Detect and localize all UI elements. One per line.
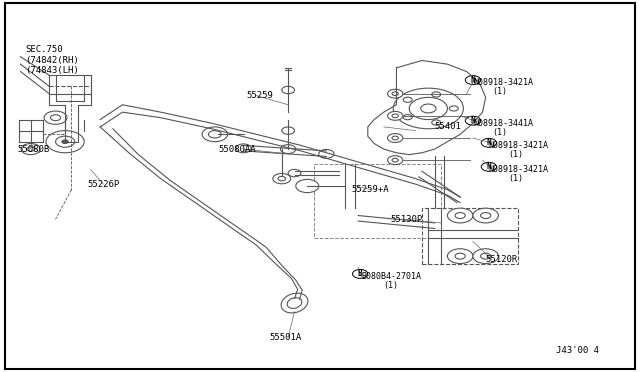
Circle shape (278, 176, 285, 181)
Text: B080B4-2701A: B080B4-2701A (362, 272, 421, 281)
Circle shape (465, 76, 481, 84)
Circle shape (449, 106, 458, 111)
Text: 55080B: 55080B (17, 145, 49, 154)
Circle shape (392, 114, 398, 118)
Circle shape (21, 144, 40, 155)
Circle shape (27, 147, 35, 151)
Text: N: N (470, 116, 476, 125)
Circle shape (481, 138, 497, 147)
Text: (1): (1) (492, 87, 507, 96)
Text: 55120R: 55120R (486, 255, 518, 264)
Text: 55080AA: 55080AA (218, 145, 255, 154)
Circle shape (51, 115, 61, 121)
Circle shape (403, 97, 412, 102)
Circle shape (388, 156, 403, 164)
Circle shape (447, 249, 473, 263)
Text: 55259: 55259 (246, 91, 273, 100)
Circle shape (481, 253, 491, 259)
Circle shape (447, 208, 473, 223)
Circle shape (455, 212, 465, 218)
Circle shape (392, 136, 398, 140)
Circle shape (273, 173, 291, 184)
Circle shape (420, 104, 436, 113)
Circle shape (44, 111, 67, 124)
Circle shape (392, 92, 398, 96)
Text: (1): (1) (384, 281, 399, 290)
Text: N: N (486, 162, 491, 171)
Ellipse shape (287, 298, 302, 308)
Bar (314, 164, 441, 238)
Circle shape (473, 249, 499, 263)
Circle shape (319, 150, 334, 158)
Circle shape (481, 212, 491, 218)
Text: (1): (1) (508, 150, 523, 159)
Circle shape (432, 120, 441, 125)
Circle shape (296, 179, 319, 193)
Circle shape (62, 140, 68, 144)
Bar (422, 208, 518, 263)
Circle shape (209, 131, 221, 138)
Text: 55130P: 55130P (390, 215, 422, 224)
Circle shape (473, 208, 499, 223)
Circle shape (46, 131, 84, 153)
Text: (1): (1) (508, 174, 523, 183)
Text: N08918-3441A: N08918-3441A (473, 119, 533, 128)
Circle shape (388, 134, 403, 142)
Circle shape (236, 144, 251, 153)
Text: 55226P: 55226P (88, 180, 120, 189)
Text: N08918-3421A: N08918-3421A (489, 141, 549, 150)
Circle shape (409, 97, 447, 119)
Circle shape (353, 269, 368, 278)
Circle shape (388, 89, 403, 98)
Text: 55259+A: 55259+A (352, 185, 390, 194)
Text: SEC.750: SEC.750 (26, 45, 63, 54)
Text: (74842(RH): (74842(RH) (26, 56, 79, 65)
Text: (74843(LH): (74843(LH) (26, 66, 79, 75)
Text: B: B (358, 269, 362, 278)
Circle shape (403, 115, 412, 120)
Circle shape (280, 145, 296, 154)
Circle shape (56, 136, 75, 147)
Circle shape (455, 253, 465, 259)
Circle shape (282, 127, 294, 134)
Text: N: N (486, 138, 491, 147)
Text: J43'00 4: J43'00 4 (556, 346, 599, 355)
Circle shape (388, 112, 403, 120)
Text: N: N (470, 76, 476, 84)
Text: N08918-3421A: N08918-3421A (489, 165, 549, 174)
Circle shape (481, 162, 497, 171)
Ellipse shape (281, 293, 308, 313)
Text: 55501A: 55501A (269, 333, 301, 342)
Text: 55401: 55401 (435, 122, 461, 131)
Circle shape (394, 88, 463, 129)
Text: N08918-3421A: N08918-3421A (473, 78, 533, 87)
Text: (1): (1) (492, 128, 507, 137)
Circle shape (202, 127, 228, 142)
Circle shape (432, 92, 441, 97)
Circle shape (392, 158, 398, 162)
Circle shape (288, 169, 301, 177)
Circle shape (465, 116, 481, 125)
Circle shape (282, 86, 294, 94)
